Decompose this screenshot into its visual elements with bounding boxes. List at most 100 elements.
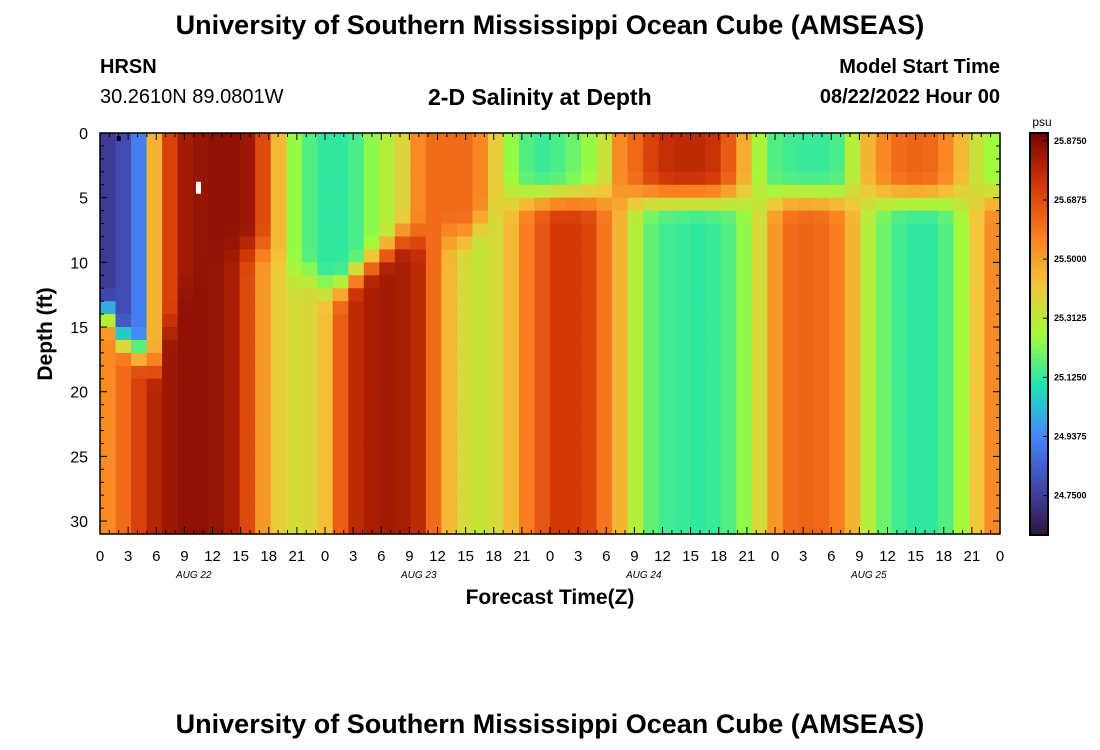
colorbar-segment bbox=[1030, 410, 1048, 415]
heatmap-cell bbox=[224, 262, 241, 276]
heatmap-cell bbox=[317, 378, 334, 393]
heatmap-cell bbox=[844, 327, 861, 341]
heatmap-cell bbox=[317, 314, 334, 328]
heatmap-cell bbox=[720, 391, 737, 406]
heatmap-cell bbox=[177, 262, 194, 276]
heatmap-cell bbox=[456, 133, 474, 147]
heatmap-cell bbox=[860, 288, 877, 302]
y-tick-label: 5 bbox=[79, 191, 88, 208]
heatmap-cell bbox=[394, 417, 411, 432]
y-tick-label: 0 bbox=[79, 126, 88, 143]
heatmap-cell bbox=[441, 404, 458, 419]
colorbar-segment bbox=[1030, 486, 1048, 492]
heatmap-cell bbox=[689, 352, 706, 367]
heatmap-cell bbox=[100, 443, 117, 457]
heatmap-cell bbox=[751, 249, 768, 263]
heatmap-cell bbox=[875, 443, 892, 457]
heatmap-cell bbox=[270, 404, 287, 419]
heatmap-cell bbox=[922, 495, 939, 509]
heatmap-cell bbox=[581, 275, 598, 289]
heatmap-cell bbox=[736, 275, 753, 289]
heatmap-cell bbox=[131, 391, 148, 406]
heatmap-cell bbox=[100, 145, 117, 160]
heatmap-cell bbox=[472, 262, 489, 276]
heatmap-cell bbox=[953, 145, 970, 160]
heatmap-cell bbox=[332, 275, 349, 289]
heatmap-cell bbox=[441, 197, 458, 212]
colorbar-segment bbox=[1030, 297, 1048, 303]
heatmap-cell bbox=[224, 352, 241, 367]
heatmap-cell bbox=[224, 301, 241, 315]
colorbar-segment bbox=[1030, 342, 1048, 347]
heatmap-cell bbox=[782, 391, 799, 406]
colorbar-segment bbox=[1030, 209, 1048, 214]
heatmap-cell bbox=[100, 158, 117, 173]
heatmap-cell bbox=[736, 365, 753, 380]
heatmap-cell bbox=[441, 521, 458, 535]
heatmap-cell bbox=[503, 236, 520, 251]
heatmap-cell bbox=[906, 314, 924, 328]
heatmap-cell bbox=[317, 469, 334, 483]
heatmap-cell bbox=[363, 236, 380, 251]
heatmap-cell bbox=[550, 236, 567, 251]
heatmap-cell bbox=[332, 378, 349, 393]
heatmap-cell bbox=[643, 495, 660, 509]
heatmap-cell bbox=[503, 404, 520, 419]
heatmap-cell bbox=[255, 417, 272, 432]
heatmap-cell bbox=[860, 223, 877, 238]
heatmap-cell bbox=[767, 197, 784, 212]
heatmap-cell bbox=[612, 210, 629, 225]
heatmap-cell bbox=[162, 521, 179, 535]
heatmap-cell bbox=[503, 210, 520, 225]
heatmap-cell bbox=[177, 391, 194, 406]
colorbar-segment bbox=[1030, 450, 1048, 456]
heatmap-cell bbox=[441, 275, 458, 289]
heatmap-cell bbox=[100, 197, 117, 212]
heatmap-cell bbox=[922, 391, 939, 406]
heatmap-cell bbox=[674, 339, 691, 354]
heatmap-cell bbox=[937, 210, 955, 225]
heatmap-cell bbox=[658, 417, 675, 432]
heatmap-cell bbox=[596, 469, 613, 483]
heatmap-cell bbox=[162, 158, 179, 173]
heatmap-cell bbox=[301, 469, 318, 483]
heatmap-cell bbox=[193, 133, 210, 147]
heatmap-cell bbox=[937, 339, 955, 354]
heatmap-cell bbox=[736, 145, 753, 160]
heatmap-cell bbox=[720, 378, 737, 393]
heatmap-cell bbox=[612, 417, 629, 432]
heatmap-cell bbox=[906, 469, 924, 483]
heatmap-cell bbox=[131, 197, 148, 212]
heatmap-cell bbox=[891, 275, 908, 289]
heatmap-cell bbox=[348, 210, 365, 225]
heatmap-cell bbox=[487, 184, 505, 199]
heatmap-cell bbox=[782, 378, 799, 393]
heatmap-cell bbox=[518, 262, 536, 276]
heatmap-cell bbox=[332, 301, 349, 315]
heatmap-cell bbox=[565, 145, 582, 160]
x-tick-label: 15 bbox=[457, 548, 474, 565]
heatmap-cell bbox=[534, 171, 551, 186]
heatmap-cell bbox=[782, 443, 799, 457]
heatmap-cell bbox=[627, 443, 644, 457]
heatmap-cell bbox=[100, 365, 117, 380]
heatmap-cell bbox=[798, 171, 815, 186]
heatmap-cell bbox=[286, 145, 303, 160]
heatmap-cell bbox=[255, 352, 272, 367]
heatmap-cell bbox=[751, 171, 768, 186]
heatmap-cell bbox=[844, 495, 861, 509]
heatmap-cell bbox=[270, 236, 287, 251]
heatmap-cell bbox=[782, 197, 799, 212]
heatmap-cell bbox=[131, 521, 148, 535]
heatmap-cell bbox=[193, 223, 210, 238]
heatmap-cell bbox=[984, 314, 1001, 328]
heatmap-cell bbox=[286, 521, 303, 535]
heatmap-cell bbox=[844, 275, 861, 289]
colorbar-segment bbox=[1030, 161, 1048, 166]
heatmap-cell bbox=[581, 288, 598, 302]
heatmap-cell bbox=[891, 339, 908, 354]
heatmap-cell bbox=[922, 443, 939, 457]
heatmap-cell bbox=[146, 210, 163, 225]
heatmap-cell bbox=[456, 158, 474, 173]
heatmap-cell bbox=[379, 417, 396, 432]
